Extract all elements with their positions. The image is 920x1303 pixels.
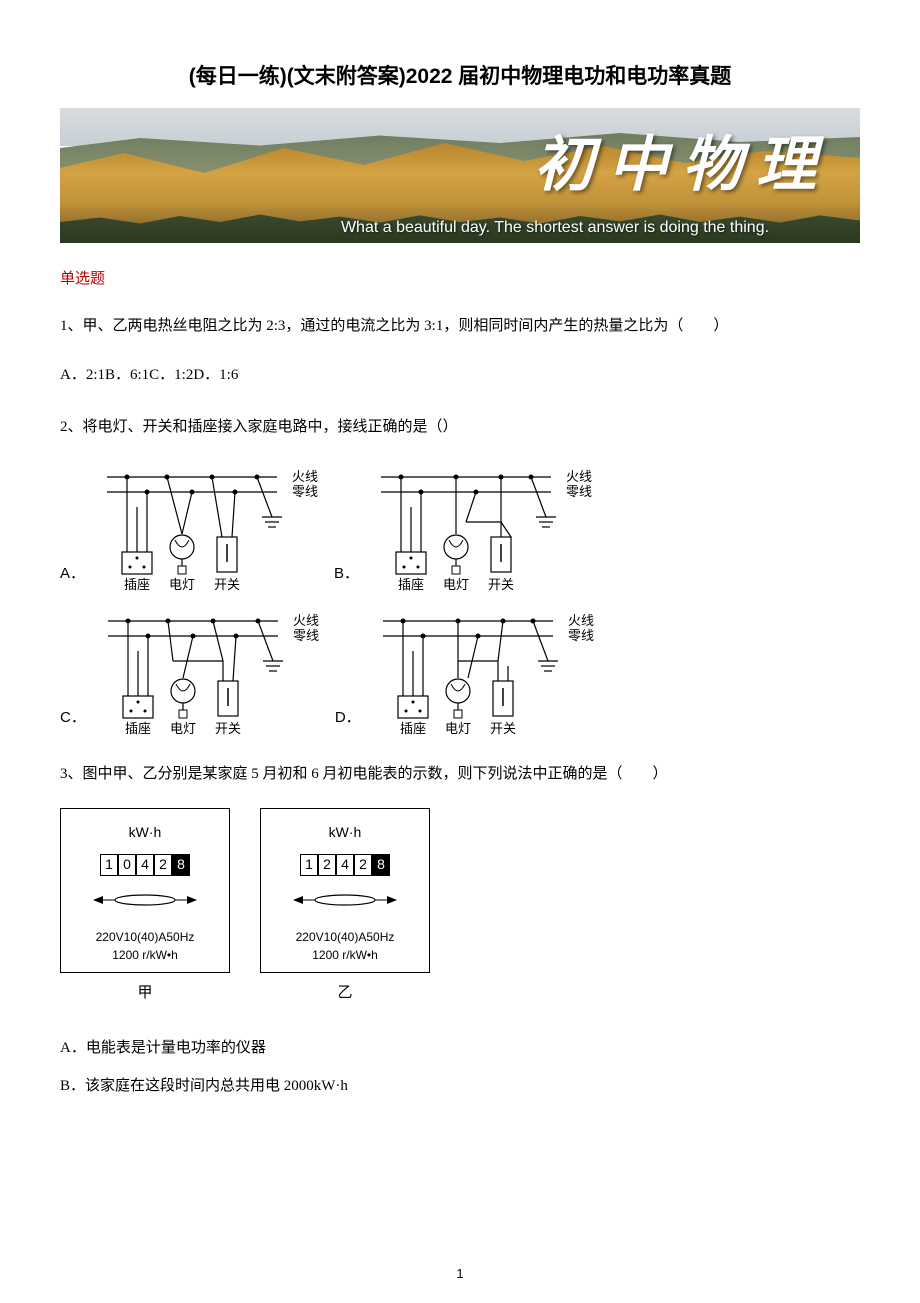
meter-yi-d0: 1 — [300, 854, 318, 876]
q2-row-1: A． 火线 零线 插座 电灯 — [60, 462, 860, 592]
meter-yi-unit: kW·h — [269, 819, 421, 846]
meter-yi-label: 乙 — [260, 979, 430, 1008]
svg-text:火线: 火线 — [568, 613, 594, 628]
meter-jia-dial — [85, 892, 205, 908]
q3-opt-b: B．该家庭在这段时间内总共用电 2000kW·h — [60, 1072, 860, 1101]
meter-yi-spec2: 1200 r/kW•h — [269, 946, 421, 964]
q2-text: 2、将电灯、开关和插座接入家庭电路中，接线正确的是（） — [60, 413, 860, 442]
banner-image: 初中物理 What a beautiful day. The shortest … — [60, 108, 860, 243]
svg-text:电灯: 电灯 — [170, 721, 196, 736]
question-2: 2、将电灯、开关和插座接入家庭电路中，接线正确的是（） A． 火线 零线 插座 … — [60, 413, 860, 736]
q3-text: 3、图中甲、乙分别是某家庭 5 月初和 6 月初电能表的示数，则下列说法中正确的… — [60, 760, 860, 789]
meter-jia-d1: 0 — [118, 854, 136, 876]
svg-text:电灯: 电灯 — [443, 577, 469, 592]
q2-row-2: C． 火线 零线 插座 电灯 开关 — [60, 606, 860, 736]
svg-text:开关: 开关 — [214, 577, 240, 592]
svg-text:火线: 火线 — [292, 469, 318, 484]
q2-opt-a-letter: A． — [60, 560, 85, 592]
meter-yi: kW·h 1 2 4 2 8 220V10(40)A50Hz 1200 r/kW… — [260, 808, 430, 973]
meter-jia-d2: 4 — [136, 854, 154, 876]
meter-jia-unit: kW·h — [69, 819, 221, 846]
meter-jia-d3: 2 — [154, 854, 172, 876]
meter-yi-digits: 1 2 4 2 8 — [269, 854, 421, 876]
meter-yi-d4: 8 — [372, 854, 390, 876]
q2-opt-b-letter: B． — [334, 560, 359, 592]
svg-text:插座: 插座 — [398, 577, 424, 592]
banner-quote: What a beautiful day. The shortest answe… — [60, 219, 860, 237]
circuit-diagram-c: 火线 零线 插座 电灯 开关 — [98, 606, 323, 736]
meter-yi-spec1: 220V10(40)A50Hz — [269, 928, 421, 946]
meter-yi-d3: 2 — [354, 854, 372, 876]
meter-jia-digits: 1 0 4 2 8 — [69, 854, 221, 876]
circuit-diagram-a: 火线 零线 插座 电灯 开关 — [97, 462, 322, 592]
svg-text:电灯: 电灯 — [169, 577, 195, 592]
q2-opt-c-letter: C． — [60, 704, 86, 736]
meter-yi-d2: 4 — [336, 854, 354, 876]
meter-jia-d4: 8 — [172, 854, 190, 876]
svg-text:零线: 零线 — [568, 628, 594, 643]
circuit-diagram-d: 火线 零线 插座 电灯 开关 — [373, 606, 598, 736]
page-title: (每日一练)(文末附答案)2022 届初中物理电功和电功率真题 — [60, 60, 860, 90]
q3-meters: kW·h 1 0 4 2 8 220V10(40)A50Hz 1200 r/kW… — [60, 808, 860, 1008]
svg-text:插座: 插座 — [400, 721, 426, 736]
circuit-diagram-b: 火线 零线 插座 电灯 开关 — [371, 462, 596, 592]
section-label: 单选题 — [60, 267, 860, 288]
q3-opt-a: A．电能表是计量电功率的仪器 — [60, 1034, 860, 1063]
meter-jia-spec1: 220V10(40)A50Hz — [69, 928, 221, 946]
q1-options: A．2:1B．6:1C．1:2D．1:6 — [60, 361, 860, 390]
svg-text:零线: 零线 — [292, 484, 318, 499]
svg-text:插座: 插座 — [124, 577, 150, 592]
question-1: 1、甲、乙两电热丝电阻之比为 2:3，通过的电流之比为 3:1，则相同时间内产生… — [60, 312, 860, 389]
question-3: 3、图中甲、乙分别是某家庭 5 月初和 6 月初电能表的示数，则下列说法中正确的… — [60, 760, 860, 1101]
meter-jia-wrapper: kW·h 1 0 4 2 8 220V10(40)A50Hz 1200 r/kW… — [60, 808, 230, 1008]
meter-jia-spec2: 1200 r/kW•h — [69, 946, 221, 964]
svg-text:插座: 插座 — [125, 721, 151, 736]
banner-calligraphy: 初中物理 — [534, 116, 830, 203]
svg-text:开关: 开关 — [490, 721, 516, 736]
meter-jia-d0: 1 — [100, 854, 118, 876]
meter-jia-label: 甲 — [60, 979, 230, 1008]
meter-jia: kW·h 1 0 4 2 8 220V10(40)A50Hz 1200 r/kW… — [60, 808, 230, 973]
svg-text:开关: 开关 — [488, 577, 514, 592]
svg-text:开关: 开关 — [215, 721, 241, 736]
page-number: 1 — [0, 1266, 920, 1281]
meter-yi-wrapper: kW·h 1 2 4 2 8 220V10(40)A50Hz 1200 r/kW… — [260, 808, 430, 1008]
q1-text: 1、甲、乙两电热丝电阻之比为 2:3，通过的电流之比为 3:1，则相同时间内产生… — [60, 312, 860, 341]
svg-text:火线: 火线 — [293, 613, 319, 628]
meter-yi-d1: 2 — [318, 854, 336, 876]
svg-text:零线: 零线 — [566, 484, 592, 499]
svg-text:电灯: 电灯 — [445, 721, 471, 736]
svg-text:火线: 火线 — [566, 469, 592, 484]
svg-text:零线: 零线 — [293, 628, 319, 643]
q2-opt-d-letter: D． — [335, 704, 361, 736]
meter-yi-dial — [285, 892, 405, 908]
